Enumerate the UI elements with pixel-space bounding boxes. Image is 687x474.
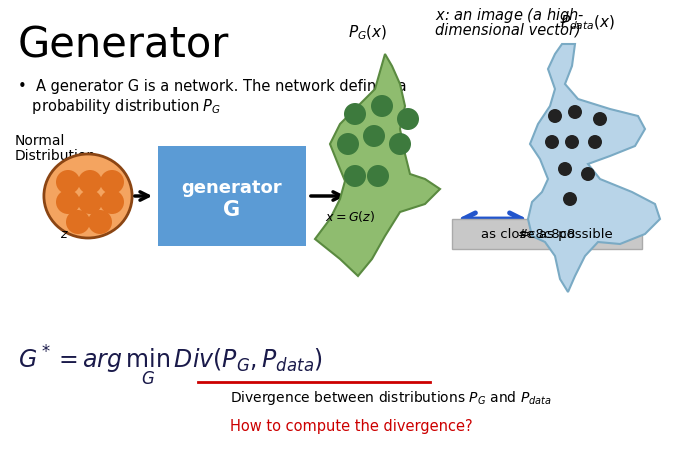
Circle shape [565,135,579,149]
Text: as close as possible: as close as possible [481,228,613,240]
Circle shape [337,133,359,155]
Text: $P_{data}(x)$: $P_{data}(x)$ [560,14,616,32]
Text: G: G [223,200,240,220]
Circle shape [344,103,366,125]
Text: $G^* = arg\,\underset{G}{\min}\,Div(P_G,P_{data})$: $G^* = arg\,\underset{G}{\min}\,Div(P_G,… [18,344,323,388]
Circle shape [558,162,572,176]
Circle shape [563,192,577,206]
Circle shape [56,190,80,214]
Circle shape [371,95,393,117]
Text: How to compute the divergence?: How to compute the divergence? [230,419,473,434]
Circle shape [397,108,419,130]
Circle shape [367,165,389,187]
Circle shape [56,170,80,194]
Circle shape [66,210,90,234]
FancyBboxPatch shape [158,146,306,246]
Circle shape [548,109,562,123]
Text: $z$: $z$ [60,228,69,241]
Circle shape [568,105,582,119]
Polygon shape [315,54,440,276]
Circle shape [100,170,124,194]
Circle shape [100,190,124,214]
Text: Generator: Generator [18,24,229,66]
Polygon shape [528,44,660,292]
Circle shape [88,210,112,234]
Text: $x$: an image (a high-: $x$: an image (a high- [435,6,585,25]
Circle shape [389,133,411,155]
Circle shape [78,190,102,214]
Circle shape [545,135,559,149]
Circle shape [363,125,385,147]
Text: Divergence between distributions $P_G$ and $P_{data}$: Divergence between distributions $P_G$ a… [230,389,552,407]
Circle shape [581,167,595,181]
Text: •  A generator G is a network. The network defines a: • A generator G is a network. The networ… [18,79,407,94]
Text: #c8c8c8: #c8c8c8 [518,228,576,240]
Circle shape [78,170,102,194]
Ellipse shape [44,154,132,238]
Circle shape [593,112,607,126]
FancyBboxPatch shape [452,219,642,249]
Text: Normal: Normal [15,134,65,148]
Text: generator: generator [181,179,282,197]
Text: $x = G(z)$: $x = G(z)$ [325,209,375,224]
Text: probability distribution $P_G$: probability distribution $P_G$ [18,97,221,116]
Text: Distribution: Distribution [15,149,96,163]
Circle shape [344,165,366,187]
Text: dimensional vector): dimensional vector) [435,22,581,37]
Circle shape [588,135,602,149]
Text: $P_G(x)$: $P_G(x)$ [348,24,387,42]
